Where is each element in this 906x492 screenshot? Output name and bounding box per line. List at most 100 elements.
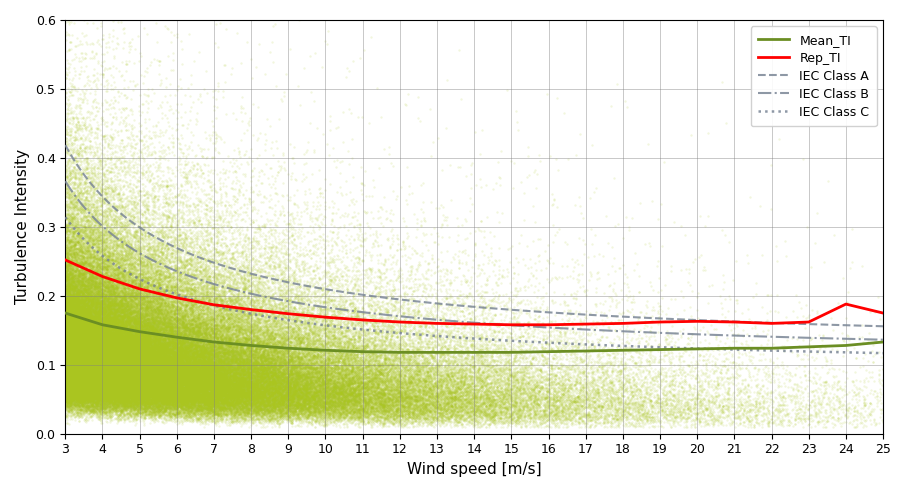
Point bbox=[76, 215, 91, 223]
Point bbox=[313, 402, 327, 410]
Point bbox=[236, 401, 251, 409]
Point bbox=[115, 386, 130, 394]
Point bbox=[77, 334, 92, 342]
Point bbox=[167, 374, 181, 382]
Point bbox=[241, 336, 255, 343]
Point bbox=[106, 193, 120, 201]
Point bbox=[111, 326, 126, 334]
Point bbox=[247, 324, 262, 332]
Point bbox=[269, 251, 284, 259]
Point bbox=[73, 339, 88, 347]
Point bbox=[59, 239, 73, 246]
Point bbox=[92, 385, 106, 393]
Point bbox=[124, 249, 139, 257]
Point bbox=[185, 371, 199, 379]
Point bbox=[79, 204, 93, 212]
Point bbox=[60, 297, 74, 305]
Point bbox=[76, 333, 91, 341]
Point bbox=[470, 329, 485, 337]
Point bbox=[303, 379, 317, 387]
Point bbox=[74, 243, 89, 250]
Point bbox=[162, 368, 177, 375]
Point bbox=[74, 234, 89, 242]
Point bbox=[128, 316, 142, 324]
Point bbox=[176, 375, 190, 383]
Point bbox=[128, 325, 142, 333]
Point bbox=[129, 398, 143, 405]
Point bbox=[205, 365, 219, 372]
Point bbox=[533, 419, 547, 427]
Point bbox=[92, 343, 107, 351]
Point bbox=[213, 357, 227, 365]
Point bbox=[76, 360, 91, 368]
Point bbox=[247, 380, 262, 388]
Point bbox=[60, 365, 74, 372]
Point bbox=[203, 377, 217, 385]
Point bbox=[857, 413, 872, 421]
Point bbox=[197, 365, 211, 373]
Point bbox=[149, 332, 163, 340]
Point bbox=[479, 346, 494, 354]
Point bbox=[70, 342, 84, 350]
Point bbox=[138, 379, 152, 387]
Point bbox=[59, 351, 73, 359]
Point bbox=[313, 334, 327, 342]
Point bbox=[283, 369, 297, 377]
Point bbox=[855, 333, 870, 340]
Point bbox=[105, 316, 120, 324]
Point bbox=[149, 373, 164, 381]
Point bbox=[101, 342, 116, 350]
Point bbox=[100, 236, 114, 244]
Point bbox=[67, 359, 82, 367]
Point bbox=[146, 326, 160, 334]
Point bbox=[321, 352, 335, 360]
Point bbox=[62, 360, 76, 368]
Point bbox=[82, 397, 97, 405]
Point bbox=[509, 413, 524, 421]
Point bbox=[144, 403, 159, 411]
Point bbox=[80, 360, 94, 368]
Point bbox=[234, 102, 248, 110]
Point bbox=[386, 392, 400, 400]
Point bbox=[198, 262, 213, 270]
Point bbox=[116, 105, 130, 113]
Point bbox=[90, 331, 104, 338]
Point bbox=[158, 399, 172, 406]
Point bbox=[72, 303, 87, 311]
Point bbox=[91, 237, 105, 245]
Point bbox=[316, 324, 331, 332]
Point bbox=[154, 349, 169, 357]
Point bbox=[96, 259, 111, 267]
Point bbox=[253, 325, 267, 333]
Point bbox=[297, 407, 312, 415]
Point bbox=[438, 383, 452, 391]
Point bbox=[384, 408, 399, 416]
Point bbox=[499, 418, 514, 426]
Point bbox=[130, 376, 144, 384]
Point bbox=[72, 402, 87, 410]
Point bbox=[88, 364, 102, 372]
Point bbox=[140, 305, 155, 312]
Point bbox=[105, 267, 120, 275]
Point bbox=[114, 353, 129, 361]
Point bbox=[198, 361, 212, 369]
Point bbox=[347, 392, 361, 400]
Point bbox=[72, 383, 87, 391]
Point bbox=[130, 306, 145, 313]
Point bbox=[128, 367, 142, 374]
Point bbox=[66, 349, 81, 357]
Point bbox=[137, 395, 151, 403]
Point bbox=[108, 390, 122, 398]
Point bbox=[65, 390, 80, 398]
Point bbox=[175, 401, 189, 409]
Point bbox=[101, 262, 115, 270]
Point bbox=[159, 345, 174, 353]
Point bbox=[400, 410, 415, 418]
Point bbox=[88, 363, 102, 370]
Point bbox=[221, 400, 236, 408]
Point bbox=[247, 367, 262, 375]
Point bbox=[439, 265, 453, 273]
Point bbox=[175, 291, 189, 299]
Point bbox=[402, 385, 417, 393]
Point bbox=[62, 351, 76, 359]
